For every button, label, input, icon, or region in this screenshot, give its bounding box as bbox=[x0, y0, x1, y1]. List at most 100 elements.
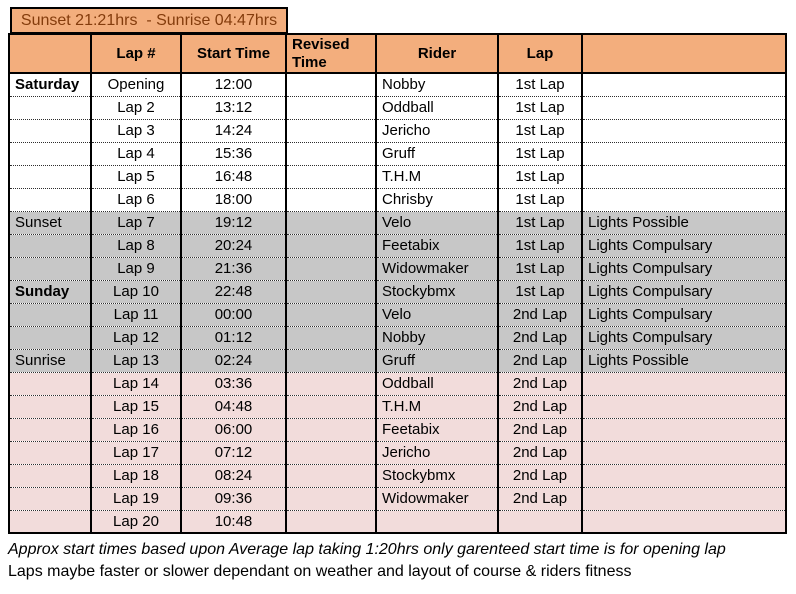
column-header-revised-time: Revised Time bbox=[285, 34, 376, 74]
start-time-cell: 21:36 bbox=[180, 257, 286, 281]
column-header-start-time: Start Time bbox=[180, 34, 286, 74]
table-row: Lap 6 18:00 Chrisby 1st Lap bbox=[8, 188, 786, 212]
day-cell bbox=[8, 326, 91, 350]
table-row: Lap 2 13:12 Oddball 1st Lap bbox=[8, 96, 786, 120]
start-time-cell: 20:24 bbox=[180, 234, 286, 258]
lap-number-cell: Lap 14 bbox=[90, 372, 181, 396]
rider-cell: Widowmaker bbox=[375, 257, 498, 281]
lap-stage-cell: 1st Lap bbox=[497, 165, 582, 189]
lap-stage-cell bbox=[497, 510, 582, 534]
revised-time-cell bbox=[285, 188, 376, 212]
table-row: Lap 19 09:36 Widowmaker 2nd Lap bbox=[8, 487, 786, 511]
notes-cell bbox=[581, 395, 786, 419]
rider-cell: Feetabix bbox=[375, 418, 498, 442]
rider-cell: Oddball bbox=[375, 96, 498, 120]
notes-cell bbox=[581, 119, 786, 143]
start-time-cell: 16:48 bbox=[180, 165, 286, 189]
lap-stage-cell: 2nd Lap bbox=[497, 303, 582, 327]
revised-time-cell bbox=[285, 510, 376, 534]
table-row: Lap 5 16:48 T.H.M 1st Lap bbox=[8, 165, 786, 189]
lap-stage-cell: 1st Lap bbox=[497, 142, 582, 166]
lap-stage-cell: 1st Lap bbox=[497, 73, 582, 97]
start-time-cell: 08:24 bbox=[180, 464, 286, 488]
lap-number-cell: Lap 13 bbox=[90, 349, 181, 373]
notes-cell bbox=[581, 487, 786, 511]
rider-cell: Jericho bbox=[375, 441, 498, 465]
column-header-rider: Rider bbox=[375, 34, 498, 74]
start-time-cell: 04:48 bbox=[180, 395, 286, 419]
start-time-cell: 18:00 bbox=[180, 188, 286, 212]
day-cell bbox=[8, 96, 91, 120]
table-row: Lap 18 08:24 Stockybmx 2nd Lap bbox=[8, 464, 786, 488]
lap-number-cell: Lap 19 bbox=[90, 487, 181, 511]
revised-time-cell bbox=[285, 211, 376, 235]
day-cell bbox=[8, 487, 91, 511]
revised-time-cell bbox=[285, 464, 376, 488]
revised-time-cell bbox=[285, 142, 376, 166]
lap-stage-cell: 2nd Lap bbox=[497, 349, 582, 373]
revised-time-cell bbox=[285, 441, 376, 465]
notes-cell: Lights Possible bbox=[581, 349, 786, 373]
lap-stage-cell: 2nd Lap bbox=[497, 487, 582, 511]
lap-stage-cell: 1st Lap bbox=[497, 211, 582, 235]
lap-stage-cell: 1st Lap bbox=[497, 188, 582, 212]
lap-stage-cell: 2nd Lap bbox=[497, 464, 582, 488]
lap-stage-cell: 1st Lap bbox=[497, 257, 582, 281]
notes-cell bbox=[581, 142, 786, 166]
rider-cell: Velo bbox=[375, 303, 498, 327]
lap-number-cell: Lap 4 bbox=[90, 142, 181, 166]
table-row: Saturday Opening 12:00 Nobby 1st Lap bbox=[8, 73, 786, 97]
rider-cell: Gruff bbox=[375, 349, 498, 373]
notes-cell bbox=[581, 464, 786, 488]
day-cell bbox=[8, 165, 91, 189]
revised-time-cell bbox=[285, 303, 376, 327]
notes-cell bbox=[581, 188, 786, 212]
revised-time-cell bbox=[285, 257, 376, 281]
table-row: Lap 11 00:00 Velo 2nd Lap Lights Compulsary bbox=[8, 303, 786, 327]
lap-schedule-table: Lap # Start Time Revised Time Rider Lap … bbox=[8, 33, 787, 534]
footnote-lap-speed: Laps maybe faster or slower dependant on… bbox=[8, 563, 632, 580]
start-time-cell: 15:36 bbox=[180, 142, 286, 166]
lap-number-cell: Lap 15 bbox=[90, 395, 181, 419]
notes-cell: Lights Compulsary bbox=[581, 280, 786, 304]
day-cell: Sunday bbox=[8, 280, 91, 304]
day-cell bbox=[8, 303, 91, 327]
lap-stage-cell: 2nd Lap bbox=[497, 441, 582, 465]
notes-cell bbox=[581, 165, 786, 189]
day-cell: Sunrise bbox=[8, 349, 91, 373]
table-row: Lap 16 06:00 Feetabix 2nd Lap bbox=[8, 418, 786, 442]
rider-cell: Widowmaker bbox=[375, 487, 498, 511]
revised-time-cell bbox=[285, 395, 376, 419]
table-row: Lap 9 21:36 Widowmaker 1st Lap Lights Compul… bbox=[8, 257, 786, 281]
start-time-cell: 00:00 bbox=[180, 303, 286, 327]
lap-number-cell: Lap 18 bbox=[90, 464, 181, 488]
revised-time-cell bbox=[285, 96, 376, 120]
day-cell bbox=[8, 257, 91, 281]
revised-time-cell bbox=[285, 418, 376, 442]
header-row: Lap # Start Time Revised Time Rider Lap bbox=[8, 34, 786, 74]
rider-cell: Jericho bbox=[375, 119, 498, 143]
day-cell bbox=[8, 234, 91, 258]
revised-time-cell bbox=[285, 165, 376, 189]
lap-number-cell: Lap 20 bbox=[90, 510, 181, 534]
day-cell bbox=[8, 441, 91, 465]
rider-cell: T.H.M bbox=[375, 395, 498, 419]
rider-cell: Gruff bbox=[375, 142, 498, 166]
start-time-cell: 07:12 bbox=[180, 441, 286, 465]
column-header-lap-number: Lap # bbox=[90, 34, 181, 74]
rider-cell bbox=[375, 510, 498, 534]
start-time-cell: 03:36 bbox=[180, 372, 286, 396]
notes-cell bbox=[581, 372, 786, 396]
day-cell bbox=[8, 119, 91, 143]
lap-number-cell: Lap 17 bbox=[90, 441, 181, 465]
revised-time-cell bbox=[285, 280, 376, 304]
rider-cell: Oddball bbox=[375, 372, 498, 396]
rider-cell: Velo bbox=[375, 211, 498, 235]
revised-time-cell bbox=[285, 326, 376, 350]
lap-stage-cell: 1st Lap bbox=[497, 280, 582, 304]
notes-cell bbox=[581, 418, 786, 442]
day-cell bbox=[8, 188, 91, 212]
lap-number-cell: Lap 8 bbox=[90, 234, 181, 258]
lap-number-cell: Lap 11 bbox=[90, 303, 181, 327]
